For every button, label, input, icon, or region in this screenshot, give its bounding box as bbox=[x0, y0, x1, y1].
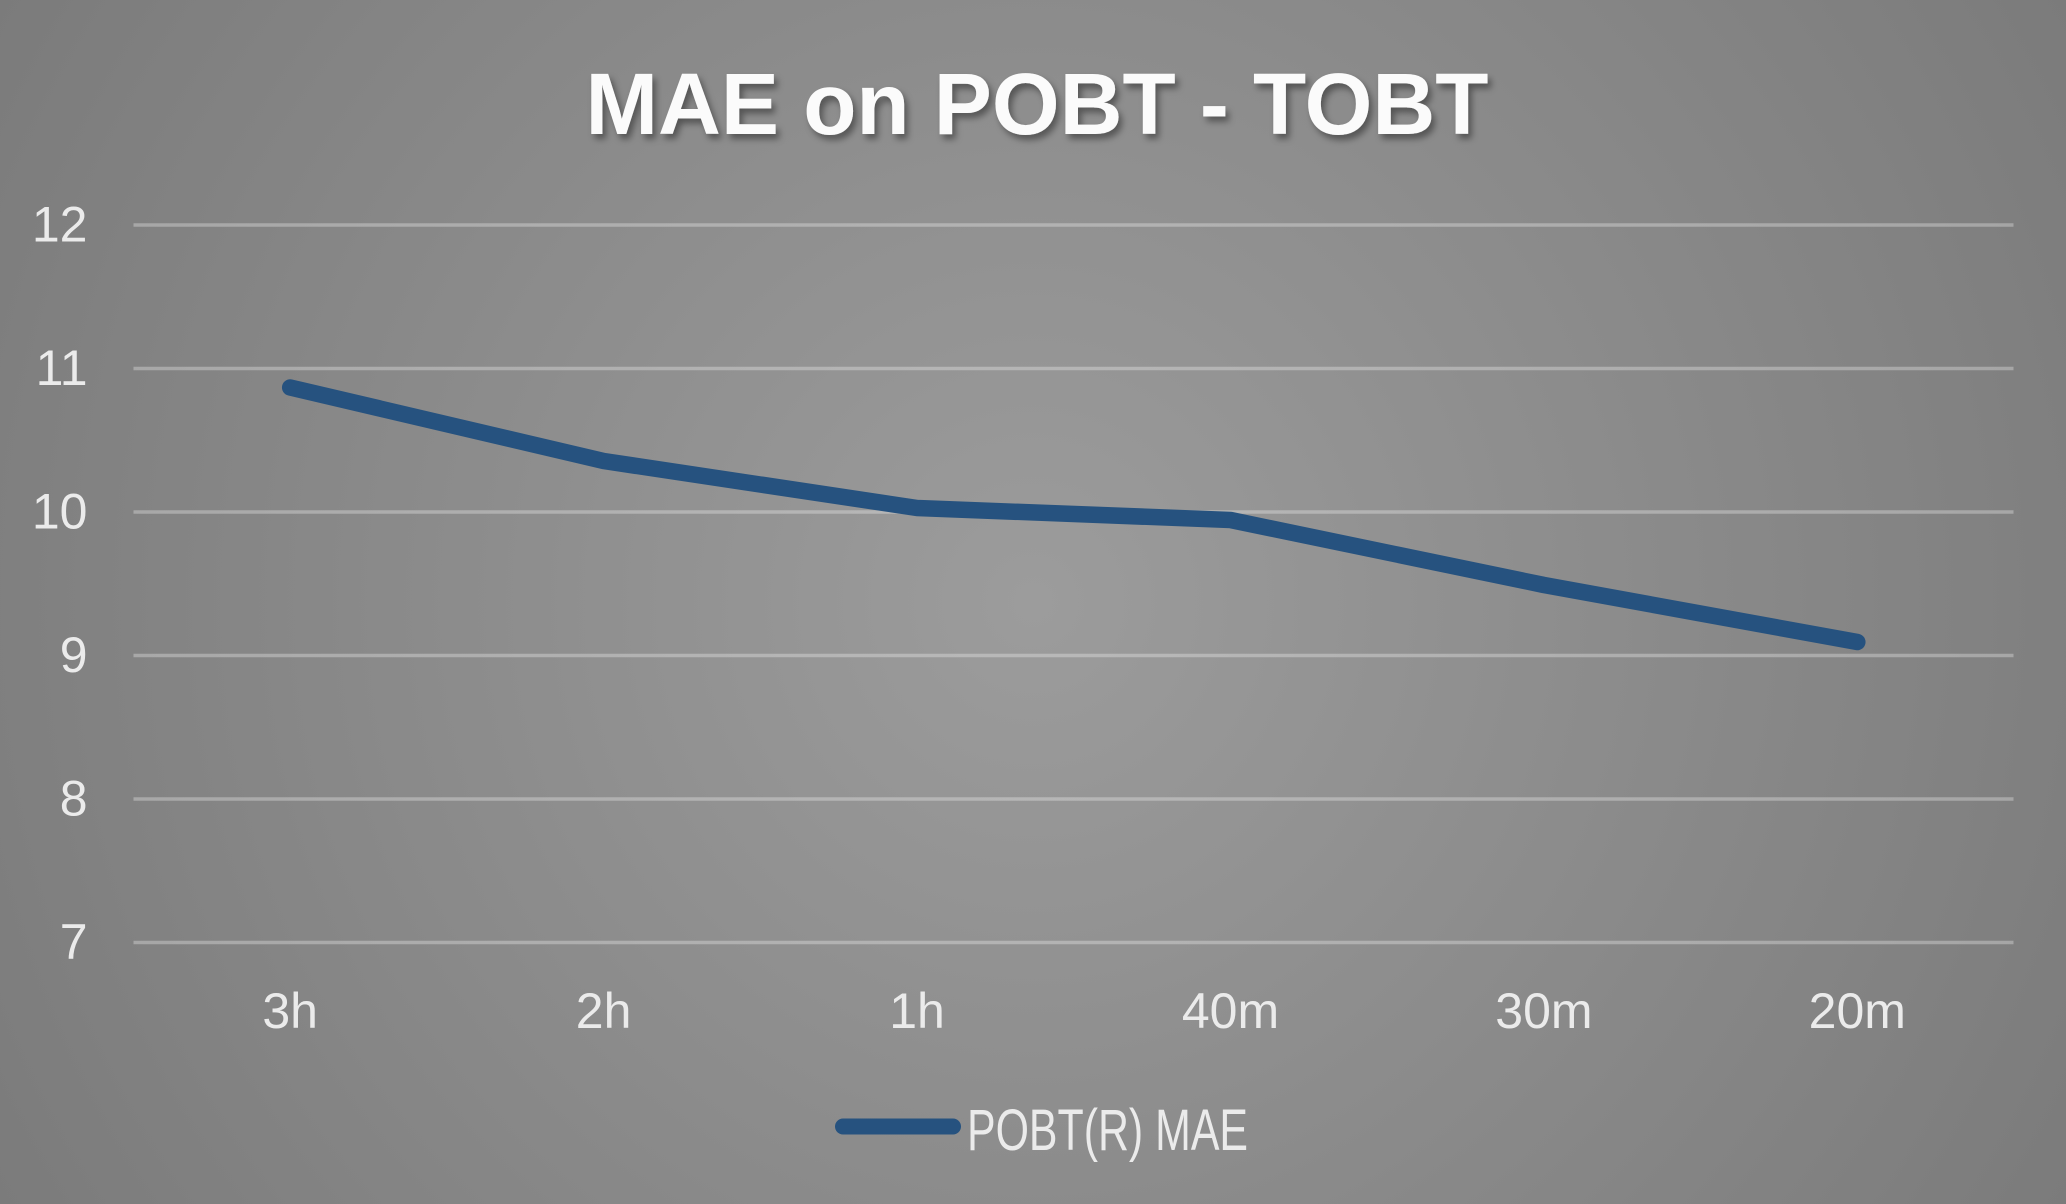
svg-text:20m: 20m bbox=[1809, 983, 1906, 1039]
svg-text:POBT(R) MAE: POBT(R) MAE bbox=[967, 1098, 1248, 1163]
svg-text:12: 12 bbox=[32, 197, 88, 253]
svg-text:40m: 40m bbox=[1182, 983, 1279, 1039]
svg-text:2h: 2h bbox=[576, 983, 632, 1039]
svg-text:11: 11 bbox=[36, 340, 88, 396]
svg-text:7: 7 bbox=[60, 914, 88, 970]
svg-text:8: 8 bbox=[60, 771, 88, 827]
svg-text:1h: 1h bbox=[889, 983, 945, 1039]
svg-text:MAE on POBT - TOBT: MAE on POBT - TOBT bbox=[586, 56, 1489, 153]
svg-text:30m: 30m bbox=[1495, 983, 1592, 1039]
svg-text:3h: 3h bbox=[262, 983, 318, 1039]
svg-text:9: 9 bbox=[60, 627, 88, 683]
svg-text:10: 10 bbox=[32, 484, 88, 540]
